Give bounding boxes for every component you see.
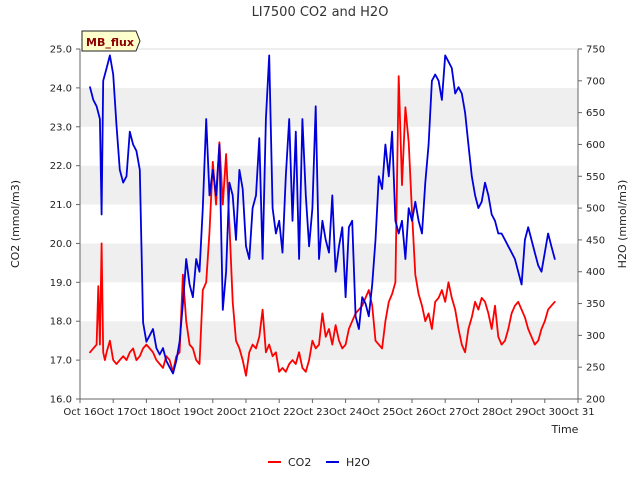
grid-band bbox=[80, 321, 578, 361]
x-tick-label: Oct 29 bbox=[495, 407, 528, 418]
x-tick-label: Oct 16 bbox=[63, 407, 96, 418]
left-y-tick-label: 25.0 bbox=[50, 45, 72, 56]
grid-band bbox=[80, 126, 578, 166]
left-y-tick-label: 20.0 bbox=[50, 239, 72, 250]
x-tick-label: Oct 22 bbox=[263, 407, 296, 418]
right-y-tick-label: 350 bbox=[586, 299, 605, 310]
x-tick-label: Oct 30 bbox=[528, 407, 561, 418]
grid-band bbox=[80, 282, 578, 322]
legend-h2o-label: H2O bbox=[346, 456, 370, 469]
right-y-tick-label: 200 bbox=[586, 395, 605, 406]
x-tick-label: Oct 31 bbox=[561, 407, 594, 418]
right-y-tick-label: 650 bbox=[586, 108, 605, 119]
x-axis-label: Time bbox=[551, 423, 579, 436]
grid-bands bbox=[80, 49, 578, 399]
right-y-tick-label: 450 bbox=[586, 235, 605, 246]
right-y-axis-ticks: 200 250 300 350 400 450 500 550 600 650 700 750 bbox=[578, 45, 605, 406]
h2o-series-line bbox=[89, 54, 556, 375]
co2-series-line bbox=[89, 75, 556, 377]
right-y-tick-label: 400 bbox=[586, 267, 605, 278]
x-tick-label: Oct 17 bbox=[97, 407, 130, 418]
plot-frame bbox=[79, 48, 579, 400]
grid-band bbox=[80, 165, 578, 205]
left-y-tick-label: 24.0 bbox=[50, 83, 72, 94]
right-y-tick-label: 550 bbox=[586, 172, 605, 183]
badge-shape bbox=[81, 30, 141, 52]
x-tick-label: Oct 20 bbox=[196, 407, 229, 418]
x-tick-label: Oct 23 bbox=[296, 407, 329, 418]
right-y-tick-label: 600 bbox=[586, 140, 605, 151]
x-tick-label: Oct 18 bbox=[130, 407, 163, 418]
right-y-tick-label: 500 bbox=[586, 204, 605, 215]
x-tick-label: Oct 24 bbox=[329, 407, 362, 418]
x-tick-label: Oct 21 bbox=[229, 407, 262, 418]
grid-band bbox=[80, 87, 578, 127]
badge-text: MB_flux bbox=[86, 36, 134, 49]
legend-co2-label: CO2 bbox=[288, 456, 311, 469]
left-y-axis-ticks: 16.0 17.0 18.0 19.0 20.0 21.0 22.0 23.0 24.0 25.0 bbox=[50, 45, 80, 406]
x-tick-label: Oct 25 bbox=[362, 407, 395, 418]
left-y-tick-label: 22.0 bbox=[50, 161, 72, 172]
left-y-tick-label: 19.0 bbox=[50, 278, 72, 289]
left-y-tick-label: 23.0 bbox=[50, 122, 72, 133]
x-tick-label: Oct 28 bbox=[462, 407, 495, 418]
left-y-tick-label: 16.0 bbox=[50, 395, 72, 406]
right-y-tick-label: 700 bbox=[586, 76, 605, 87]
right-y-tick-label: 300 bbox=[586, 331, 605, 342]
left-y-tick-label: 17.0 bbox=[50, 356, 72, 367]
right-y-axis-label: H2O (mmol/m3) bbox=[616, 180, 629, 269]
grid-band bbox=[80, 360, 578, 399]
grid-band bbox=[80, 49, 578, 88]
right-y-tick-label: 250 bbox=[586, 363, 605, 374]
x-tick-label: Oct 27 bbox=[429, 407, 462, 418]
x-tick-label: Oct 19 bbox=[163, 407, 196, 418]
chart-title: LI7500 CO2 and H2O bbox=[252, 5, 389, 20]
left-y-tick-label: 21.0 bbox=[50, 200, 72, 211]
left-y-axis-label: CO2 (mmol/m3) bbox=[9, 180, 22, 268]
left-y-tick-label: 18.0 bbox=[50, 317, 72, 328]
x-tick-label: Oct 26 bbox=[395, 407, 428, 418]
x-axis-ticks: Oct 16 Oct 17 Oct 18 Oct 19 Oct 20 Oct 21 Oct … bbox=[63, 399, 595, 418]
right-y-tick-label: 750 bbox=[586, 45, 605, 56]
series-layer bbox=[89, 54, 556, 377]
legend: CO2 H2O bbox=[268, 456, 370, 469]
mb-flux-badge: MB_flux bbox=[81, 30, 141, 52]
